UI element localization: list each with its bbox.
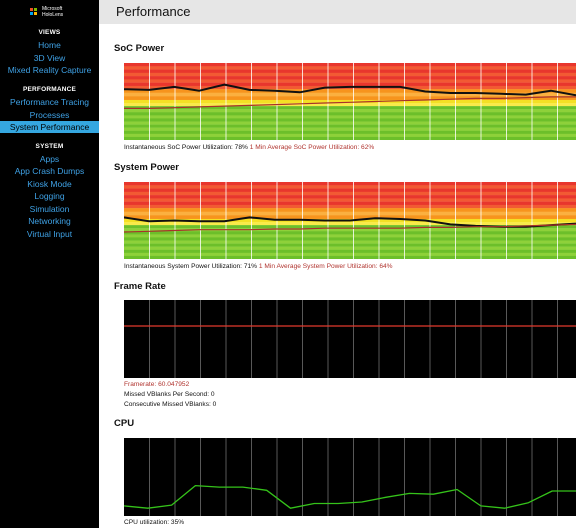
- frame-rate-graph: [124, 300, 576, 378]
- logo-text-line1: Microsoft: [42, 6, 63, 12]
- consecutive-missed-vblanks-label: Consecutive Missed VBlanks: 0: [124, 401, 217, 408]
- zone-band-green: [124, 112, 576, 116]
- zone-band-red: [124, 66, 576, 70]
- page-header: Performance: [99, 0, 576, 24]
- soc-power-stats: Instantaneous SoC Power Utilization: 78%…: [124, 144, 374, 151]
- system-power-average-label: 1 Min Average System Power Utilization: …: [258, 263, 393, 270]
- zone-band-red: [124, 76, 576, 80]
- sidebar-item-simulation[interactable]: Simulation: [29, 204, 70, 214]
- zone-band-red: [124, 198, 576, 202]
- graph-background: [124, 438, 576, 516]
- series-line-1: [124, 223, 576, 233]
- logo-square-red: [30, 8, 33, 11]
- page-title: Performance: [116, 4, 191, 19]
- zone-band-orange: [124, 211, 576, 216]
- soc-power-graph: [124, 63, 576, 140]
- logo-square-green: [34, 8, 37, 11]
- cpu-utilization-label: CPU utilization: 35%: [124, 519, 185, 526]
- zone-band-green: [124, 243, 576, 247]
- sidebar: Microsoft HoloLens VIEWS Home 3D View Mi…: [0, 0, 99, 528]
- zone-band-green: [124, 106, 576, 110]
- zone-band-orange: [124, 208, 576, 212]
- zone-band-red: [124, 79, 576, 83]
- logo-square-blue: [30, 12, 33, 15]
- zone-band-green: [124, 249, 576, 254]
- sidebar-item-mixed-reality-capture[interactable]: Mixed Reality Capture: [7, 65, 92, 75]
- zone-band-orange: [124, 89, 576, 93]
- sidebar-item-logging[interactable]: Logging: [34, 191, 65, 201]
- system-power-stats: Instantaneous System Power Utilization: …: [124, 263, 393, 270]
- sidebar-item-system-performance[interactable]: System Performance: [0, 121, 99, 133]
- system-power-instant-label: Instantaneous System Power Utilization: …: [124, 263, 258, 270]
- zone-band-orange: [124, 92, 576, 97]
- zone-band-green: [124, 237, 576, 241]
- zone-band-green: [124, 225, 576, 229]
- missed-vblanks-label: Missed VBlanks Per Second: 0: [124, 391, 215, 398]
- logo-text: Microsoft HoloLens: [42, 6, 63, 18]
- sidebar-item-3d-view[interactable]: 3D View: [33, 53, 66, 63]
- zone-band-red: [124, 188, 576, 193]
- series-line-0: [124, 484, 576, 509]
- section-title-performance: PERFORMANCE: [22, 86, 77, 93]
- zone-band-yellow: [124, 99, 576, 104]
- zone-band-red: [124, 185, 576, 189]
- frame-rate-heading: Frame Rate: [114, 281, 166, 292]
- sidebar-item-kiosk-mode[interactable]: Kiosk Mode: [27, 179, 72, 189]
- zone-band-red: [124, 69, 576, 74]
- zone-band-green: [124, 231, 576, 235]
- zone-band-green: [124, 234, 576, 238]
- microsoft-logo-icon: [30, 8, 38, 16]
- zone-band-orange: [124, 215, 576, 220]
- sidebar-item-performance-tracing[interactable]: Performance Tracing: [10, 97, 89, 107]
- zone-band-yellow: [124, 103, 576, 107]
- zone-band-red: [124, 182, 576, 186]
- sidebar-item-processes[interactable]: Processes: [29, 110, 70, 120]
- logo-text-line2: HoloLens: [42, 12, 64, 18]
- zone-band-green: [124, 228, 576, 232]
- soc-power-instant-label: Instantaneous SoC Power Utilization: 78%: [124, 144, 248, 151]
- framerate-label: Framerate: 60.047952: [124, 381, 190, 388]
- system-power-heading: System Power: [114, 162, 179, 173]
- system-power-graph: [124, 182, 576, 259]
- zone-band-green: [124, 130, 576, 135]
- sidebar-item-networking[interactable]: Networking: [28, 216, 71, 226]
- sidebar-item-app-crash-dumps[interactable]: App Crash Dumps: [14, 166, 85, 176]
- zone-band-green: [124, 109, 576, 113]
- zone-band-red: [124, 195, 576, 199]
- sidebar-item-apps[interactable]: Apps: [39, 154, 60, 164]
- sidebar-item-virtual-input[interactable]: Virtual Input: [26, 229, 73, 239]
- cpu-graph: [124, 438, 576, 516]
- section-title-views: VIEWS: [38, 29, 61, 36]
- zone-band-green: [124, 252, 576, 257]
- series-line-1: [124, 96, 576, 110]
- soc-power-average-label: 1 Min Average SoC Power Utilization: 62%: [249, 144, 375, 151]
- soc-power-heading: SoC Power: [114, 43, 165, 54]
- zone-band-red: [124, 201, 576, 206]
- zone-band-orange: [124, 96, 576, 101]
- zone-band-red: [124, 63, 576, 67]
- zone-band-green: [124, 136, 576, 140]
- series-line-0: [124, 83, 576, 97]
- zone-band-green: [124, 127, 576, 131]
- sidebar-item-home[interactable]: Home: [38, 40, 61, 50]
- zone-band-green: [124, 118, 576, 122]
- zone-band-yellow: [124, 222, 576, 226]
- zone-band-green: [124, 121, 576, 125]
- zone-band-red: [124, 191, 576, 196]
- zone-band-green: [124, 124, 576, 128]
- hololens-logo: Microsoft HoloLens: [30, 6, 72, 20]
- zone-band-red: [124, 82, 576, 87]
- zone-band-green: [124, 255, 576, 259]
- section-title-system: SYSTEM: [35, 143, 64, 150]
- zone-band-green: [124, 246, 576, 250]
- zone-band-green: [124, 240, 576, 244]
- zone-band-red: [124, 204, 576, 209]
- zone-band-red: [124, 72, 576, 77]
- cpu-heading: CPU: [114, 418, 135, 429]
- logo-square-yellow: [34, 12, 37, 15]
- zone-band-green: [124, 133, 576, 138]
- graph-background: [124, 300, 576, 378]
- zone-band-green: [124, 115, 576, 119]
